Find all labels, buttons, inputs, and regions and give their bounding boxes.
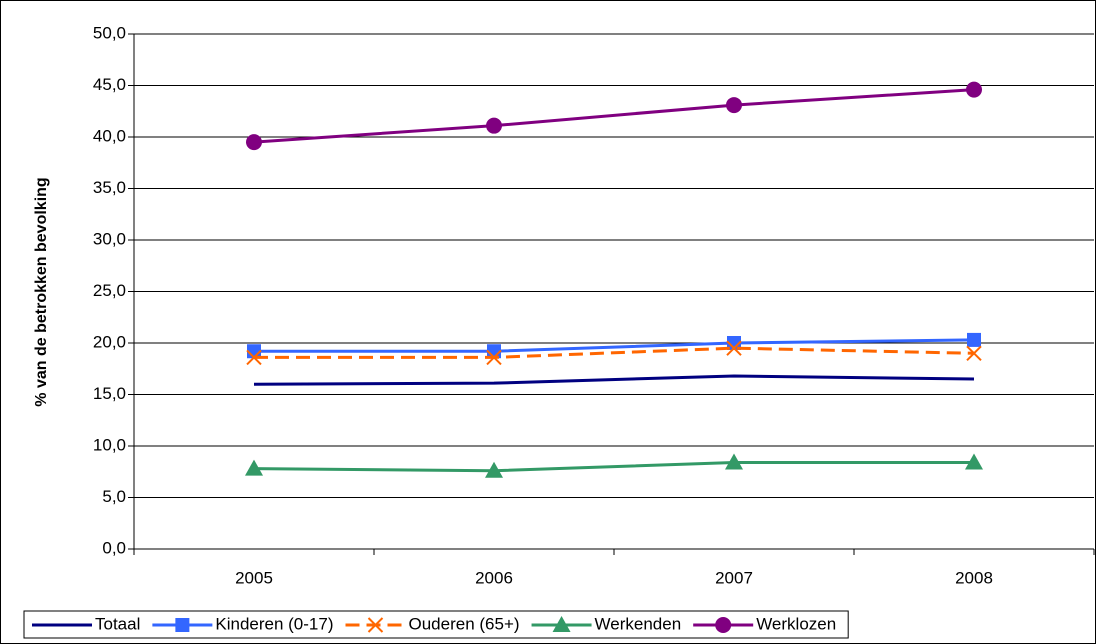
series-line xyxy=(253,460,974,473)
series-line xyxy=(254,338,975,353)
y-tick-label: 15,0 xyxy=(93,384,126,403)
y-axis-title: % van de betrokken bevolking xyxy=(33,177,50,406)
x-tick-label: 2008 xyxy=(955,568,993,587)
data-point xyxy=(726,97,742,114)
data-point xyxy=(486,349,502,366)
data-point xyxy=(486,117,502,134)
data-point xyxy=(967,332,981,347)
y-tick-label: 40,0 xyxy=(93,126,126,145)
x-tick-label: 2006 xyxy=(475,568,513,587)
data-point xyxy=(246,349,262,366)
y-tick-label: 20,0 xyxy=(93,332,126,351)
x-tick-label: 2005 xyxy=(235,568,273,587)
y-tick-label: 25,0 xyxy=(93,281,126,300)
data-point xyxy=(966,345,982,362)
y-tick-label: 30,0 xyxy=(93,229,126,248)
data-point xyxy=(727,336,741,350)
legend-marker xyxy=(367,617,384,633)
legend-label: Werkenden xyxy=(595,614,682,633)
series-line xyxy=(253,374,975,386)
y-tick-label: 0,0 xyxy=(102,538,126,557)
legend-marker xyxy=(175,618,190,632)
data-point xyxy=(245,459,263,476)
legend-marker xyxy=(715,617,732,633)
data-point xyxy=(485,461,503,478)
legend-marker xyxy=(552,616,571,632)
y-tick-label: 50,0 xyxy=(93,23,126,42)
data-point xyxy=(246,134,262,151)
series-line xyxy=(253,88,975,144)
y-tick-label: 10,0 xyxy=(93,435,126,454)
data-point xyxy=(725,453,743,470)
series-line xyxy=(254,346,975,359)
x-tick-label: 2007 xyxy=(715,568,753,587)
legend-label: Totaal xyxy=(95,614,140,633)
data-point xyxy=(726,340,742,356)
y-tick-label: 5,0 xyxy=(102,487,126,506)
y-tick-label: 45,0 xyxy=(93,75,126,94)
legend-label: Kinderen (0-17) xyxy=(215,614,333,633)
data-point xyxy=(966,81,982,98)
legend-label: Werklozen xyxy=(756,614,836,633)
legend-label: Ouderen (65+) xyxy=(409,614,520,633)
data-point xyxy=(965,453,983,470)
y-tick-label: 35,0 xyxy=(93,178,126,197)
